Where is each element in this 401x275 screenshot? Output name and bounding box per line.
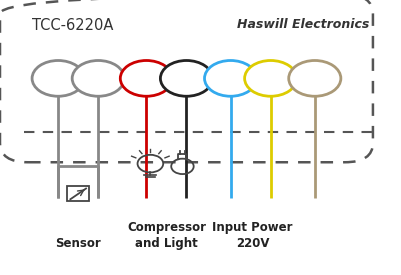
Circle shape <box>160 60 213 96</box>
FancyBboxPatch shape <box>67 186 89 201</box>
Circle shape <box>72 60 124 96</box>
Circle shape <box>120 60 172 96</box>
Circle shape <box>245 60 297 96</box>
Text: Input Power
220V: Input Power 220V <box>213 221 293 250</box>
Text: TCC-6220A: TCC-6220A <box>32 18 113 33</box>
Text: Haswill Electronics: Haswill Electronics <box>237 18 369 31</box>
Circle shape <box>205 60 257 96</box>
Text: Compressor
and Light: Compressor and Light <box>127 221 206 250</box>
Circle shape <box>289 60 341 96</box>
Circle shape <box>32 60 84 96</box>
Text: Sensor: Sensor <box>55 237 101 250</box>
